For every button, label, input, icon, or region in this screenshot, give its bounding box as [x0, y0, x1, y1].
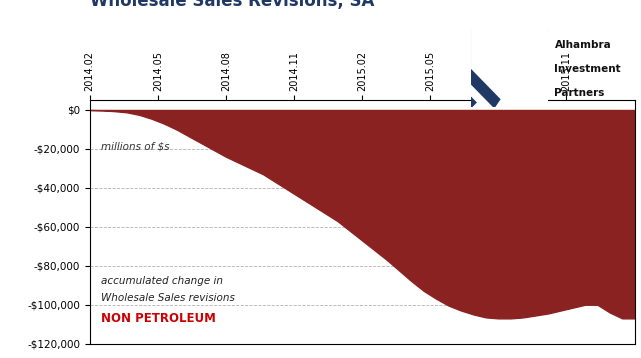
Polygon shape [471, 29, 548, 107]
Text: millions of $s: millions of $s [101, 142, 169, 152]
Text: Partners: Partners [554, 88, 605, 98]
Polygon shape [471, 29, 548, 107]
Polygon shape [471, 29, 548, 107]
Text: NON PETROLEUM: NON PETROLEUM [101, 312, 215, 325]
Text: Alhambra: Alhambra [554, 40, 612, 50]
Text: Investment: Investment [554, 64, 621, 74]
Text: Wholesale Sales Revisions, SA: Wholesale Sales Revisions, SA [90, 0, 374, 10]
Text: accumulated change in: accumulated change in [101, 276, 222, 286]
Text: Wholesale Sales revisions: Wholesale Sales revisions [101, 292, 235, 303]
Polygon shape [471, 29, 548, 107]
